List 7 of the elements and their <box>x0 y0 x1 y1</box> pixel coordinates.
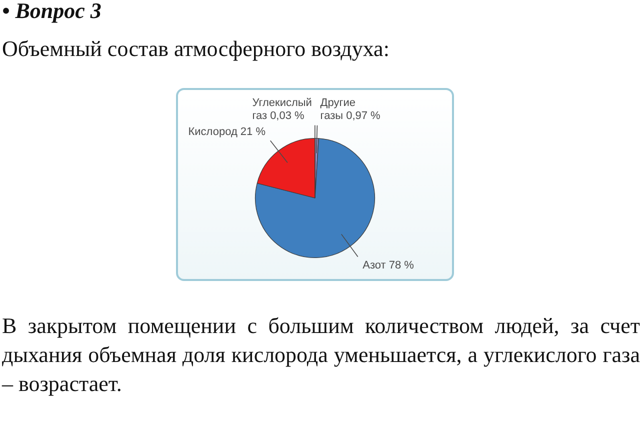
slice-label: Азот 78 % <box>362 260 414 272</box>
text: • Вопрос 3 <box>2 0 102 23</box>
text: В закрытом помещении с большим количеством людей, за счет дыхания объемная доля кислорода уменьшается, а углекислого газа – возрастает. <box>2 312 640 398</box>
slice-label: Другие газы 0,97 % <box>320 96 381 122</box>
chart-title: Объемный состав атмосферного воздуха: <box>2 36 390 62</box>
slice-label: Углекислый газ 0,03 % <box>252 96 312 122</box>
slice-label: Кислород 21 % <box>188 126 266 138</box>
